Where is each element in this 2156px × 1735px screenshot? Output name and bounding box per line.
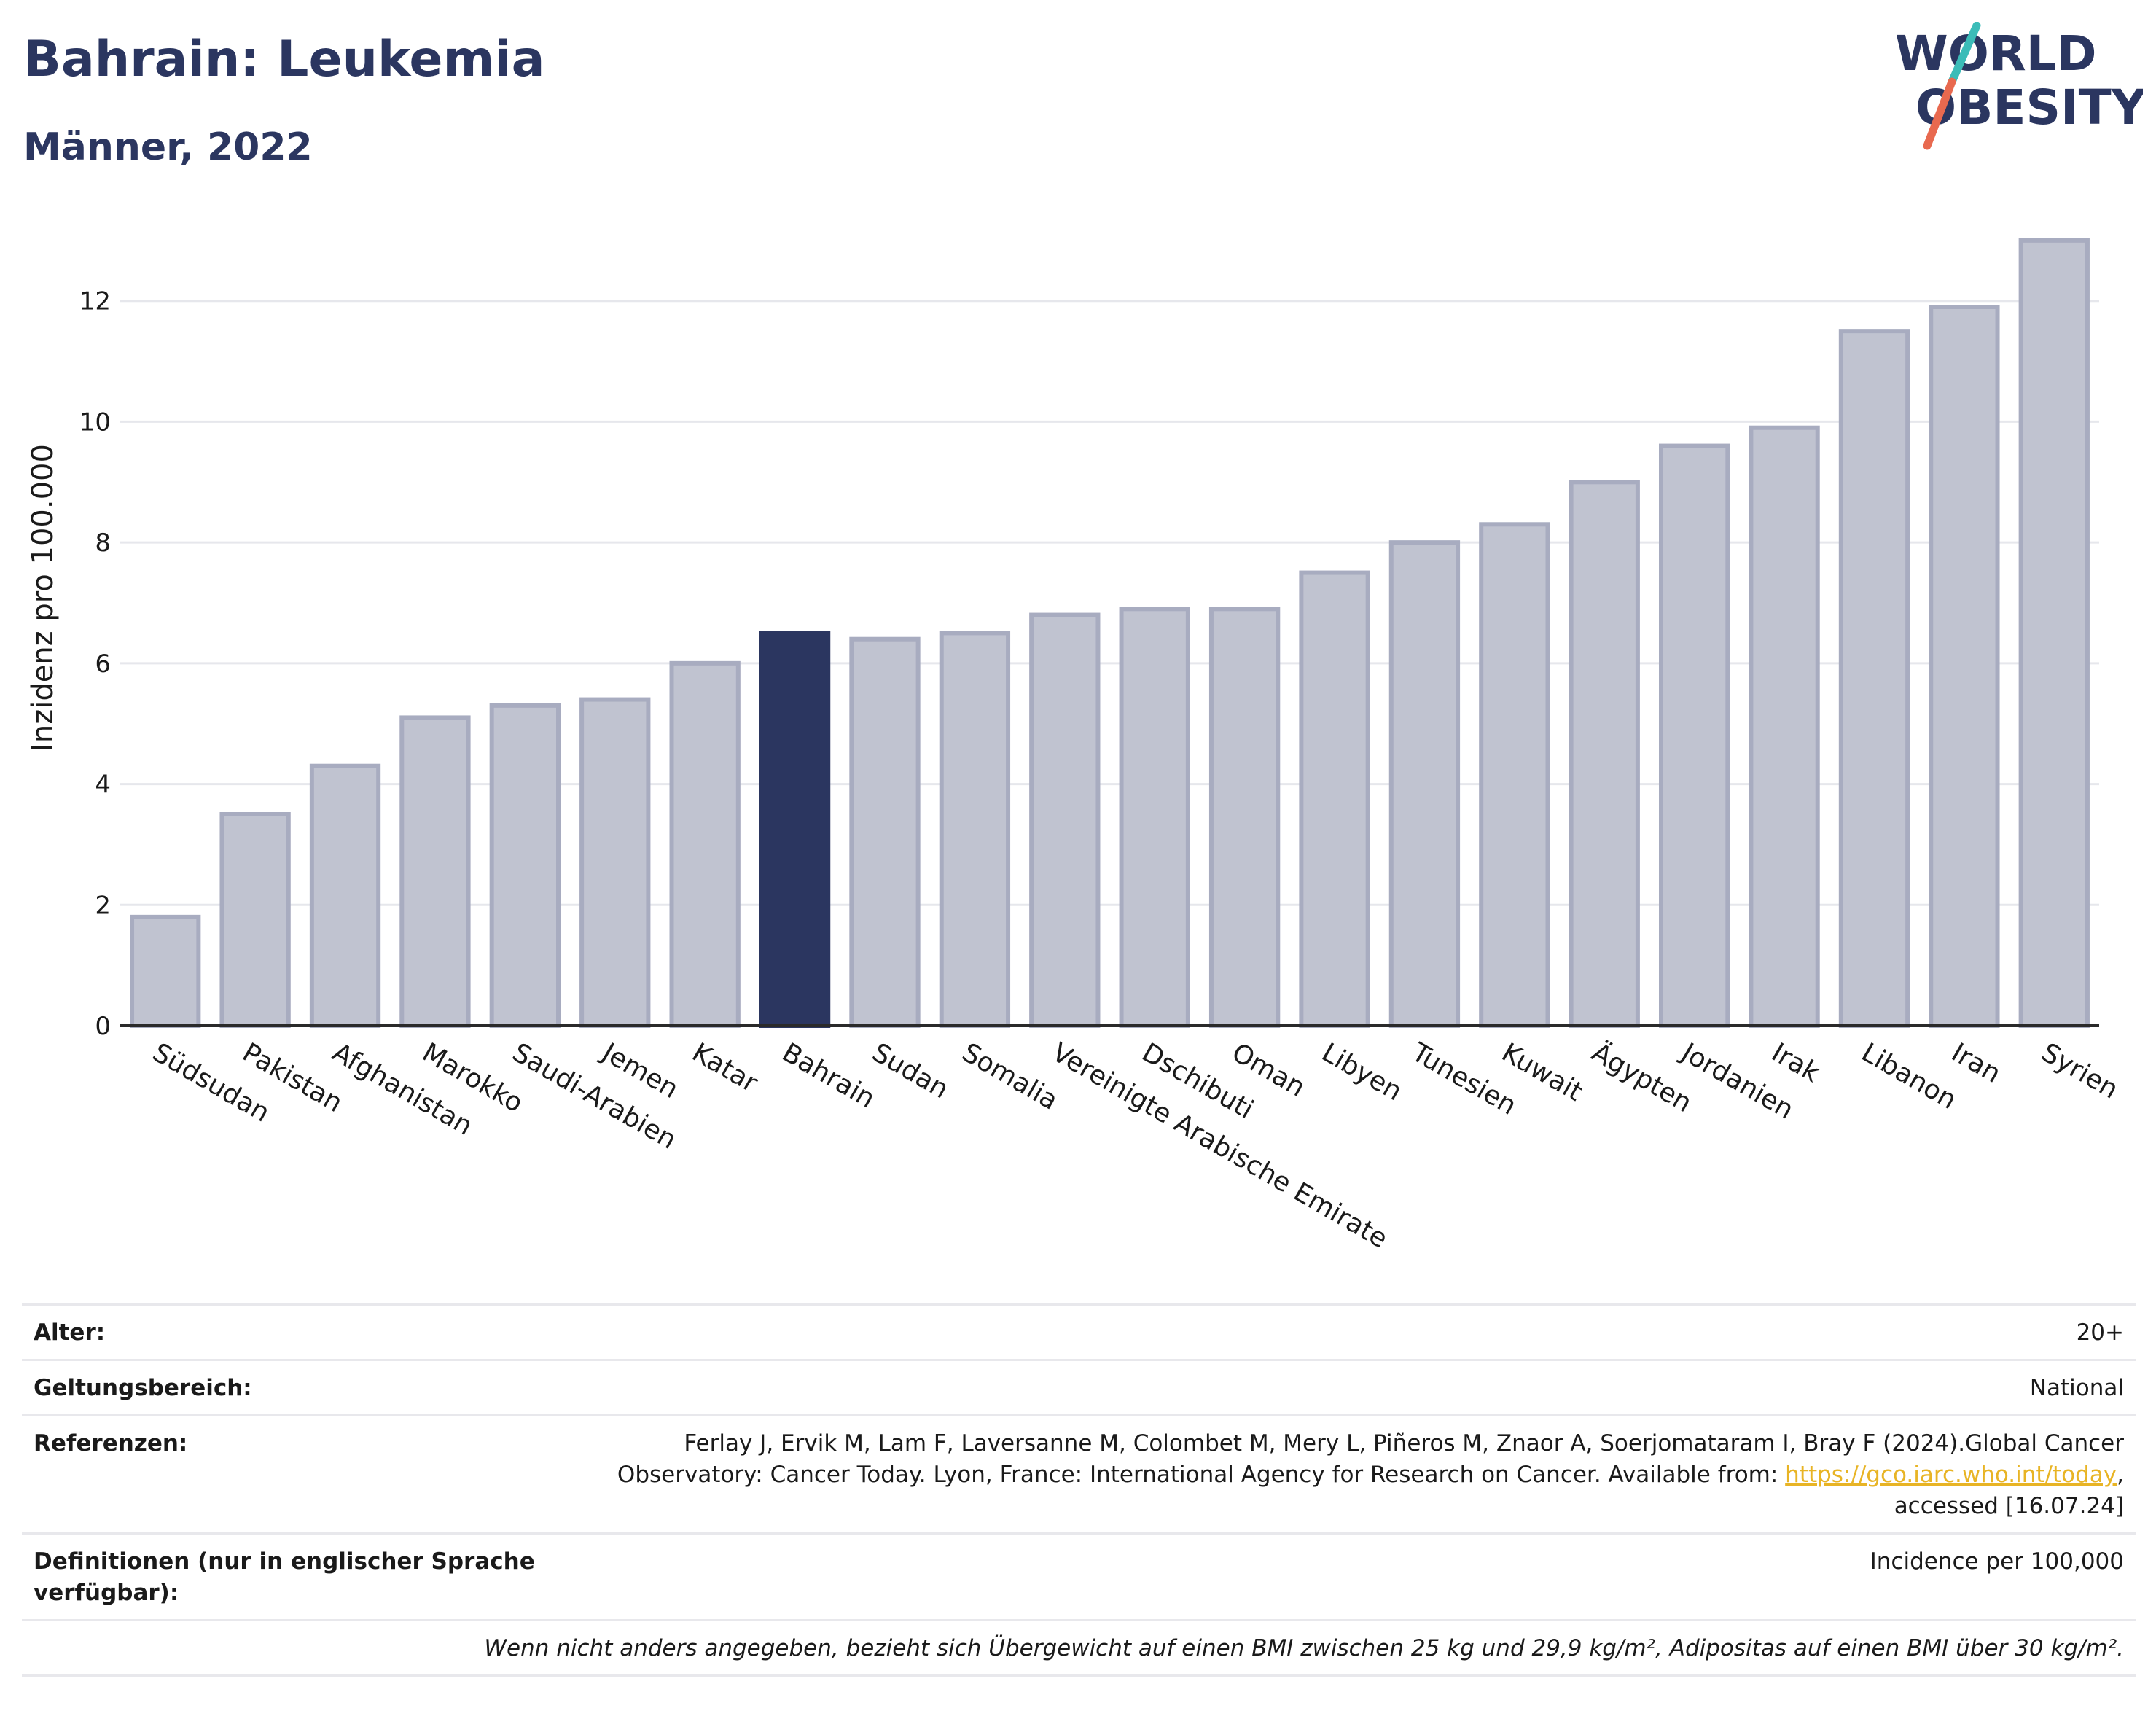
- page-subtitle: Männer, 2022: [23, 125, 313, 169]
- bar-14: [1388, 540, 1461, 1028]
- bar-15: [1479, 522, 1550, 1028]
- x-tick-label: Ägypten: [1587, 1037, 1698, 1118]
- scope-value: National: [555, 1359, 2136, 1416]
- references-label: Referenzen:: [22, 1414, 555, 1534]
- definitions-label: Definitionen (nur in englischer Sprache …: [22, 1532, 555, 1621]
- y-axis-label: Inzidenz pro 100.000: [26, 444, 60, 752]
- world-obesity-logo: WORLD OBESITY: [1895, 22, 2143, 150]
- bar-18: [1749, 425, 1820, 1028]
- y-tick-label: 4: [95, 771, 111, 800]
- y-tick-label: 2: [95, 891, 111, 920]
- info-row-scope: Geltungsbereich: National: [22, 1359, 2136, 1416]
- x-tick-label: Libanon: [1856, 1037, 1961, 1115]
- age-value: 20+: [555, 1303, 2136, 1360]
- info-row-references: Referenzen: Ferlay J, Ervik M, Lam F, La…: [22, 1414, 2136, 1534]
- bar-6: [669, 660, 741, 1028]
- bar-20: [1929, 305, 2000, 1028]
- bar-13: [1299, 570, 1370, 1028]
- info-table: Alter: 20+ Geltungsbereich: National Ref…: [22, 1303, 2136, 1677]
- bar-9: [939, 631, 1011, 1028]
- bar-8: [849, 636, 921, 1028]
- bar-21: [2018, 238, 2090, 1028]
- x-tick-label: Iran: [1946, 1037, 2005, 1089]
- y-tick-label: 0: [95, 1012, 111, 1041]
- bar-11: [1119, 607, 1190, 1028]
- bar-10: [1029, 612, 1101, 1028]
- logo-slash-bottom: [1923, 77, 1956, 150]
- bar-0: [130, 914, 201, 1029]
- references-value: Ferlay J, Ervik M, Lam F, Laversanne M, …: [555, 1414, 2136, 1534]
- bar-1: [219, 812, 291, 1028]
- bar-chart: 0 2 4 6 8 10 12 SüdsudanPakistanAfghanistanMar…: [26, 238, 2123, 1255]
- y-tick-label: 6: [95, 650, 111, 679]
- info-row-definitions: Definitionen (nur in englischer Sprache …: [22, 1532, 2136, 1621]
- x-tick-label: Somalia: [957, 1037, 1063, 1116]
- bar-3: [399, 715, 471, 1029]
- references-link[interactable]: https://gco.iarc.who.int/today: [1785, 1462, 2117, 1488]
- bar-7: [759, 631, 831, 1028]
- x-tick-label: Irak: [1767, 1037, 1825, 1088]
- bar-17: [1658, 443, 1730, 1028]
- bar-2: [309, 763, 381, 1028]
- bar-4: [489, 703, 561, 1028]
- x-tick-label: Libyen: [1317, 1037, 1407, 1107]
- x-tick-label: Bahrain: [777, 1037, 880, 1114]
- y-tick-label: 10: [79, 408, 111, 437]
- scope-label: Geltungsbereich:: [22, 1359, 555, 1416]
- x-tick-labels: SüdsudanPakistanAfghanistanMarokkoSaudi-…: [147, 1037, 2123, 1254]
- info-row-note: Wenn nicht anders angegeben, bezieht sic…: [22, 1619, 2136, 1677]
- references-text: Ferlay J, Ervik M, Lam F, Laversanne M, …: [617, 1430, 2124, 1488]
- bmi-note: Wenn nicht anders angegeben, bezieht sic…: [22, 1619, 2136, 1677]
- bar-12: [1208, 607, 1281, 1028]
- x-tick-label: Syrien: [2036, 1037, 2123, 1104]
- x-tick-label: Katar: [687, 1037, 763, 1099]
- info-row-age: Alter: 20+: [22, 1303, 2136, 1360]
- x-tick-label: Sudan: [867, 1037, 953, 1104]
- page-title: Bahrain: Leukemia: [23, 31, 545, 88]
- references-accessed: , accessed [16.07.24]: [1894, 1462, 2124, 1519]
- y-tick-labels: 0 2 4 6 8 10 12: [79, 287, 111, 1041]
- bar-16: [1569, 480, 1640, 1028]
- logo-line-1: WORLD: [1895, 26, 2097, 82]
- age-label: Alter:: [22, 1303, 555, 1360]
- logo-slash-top: [1948, 22, 1981, 86]
- bar-19: [1838, 329, 1910, 1028]
- y-tick-label: 8: [95, 529, 111, 558]
- y-tick-label: 12: [79, 287, 111, 316]
- bars: [130, 238, 2090, 1029]
- definitions-value: Incidence per 100,000: [555, 1532, 2136, 1621]
- bar-5: [579, 697, 651, 1028]
